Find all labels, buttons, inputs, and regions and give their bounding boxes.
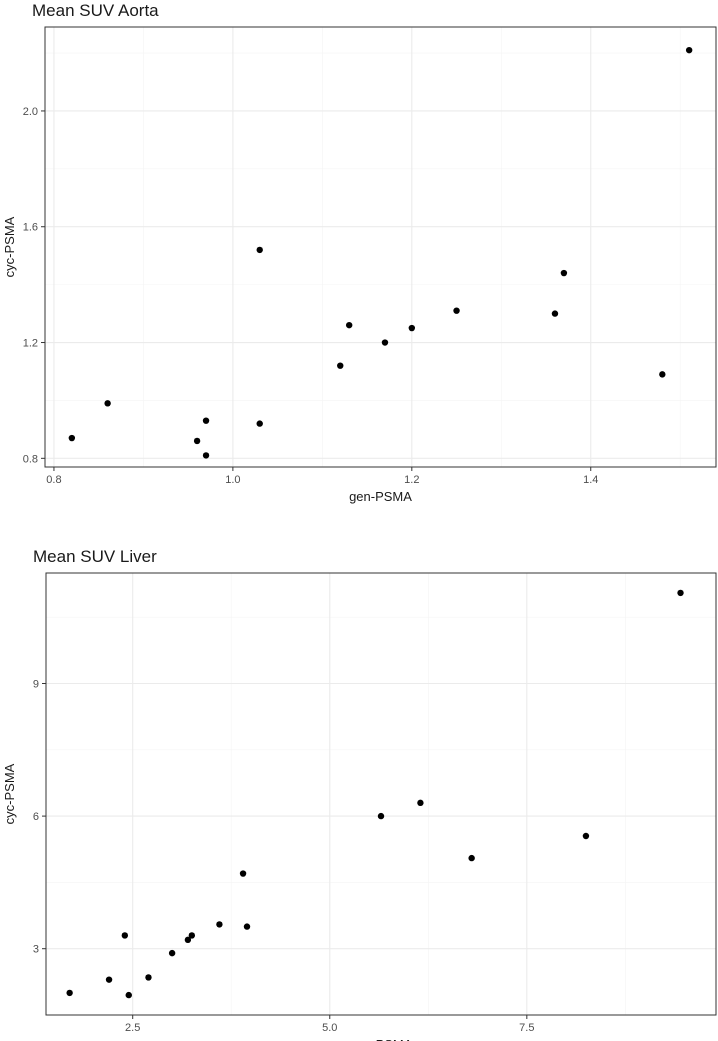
data-point — [256, 246, 263, 254]
x-tick-label: 5.0 — [322, 1022, 337, 1034]
data-point — [68, 434, 76, 442]
data-point — [659, 371, 666, 378]
data-point — [582, 832, 590, 840]
data-point — [145, 974, 152, 981]
data-point — [184, 936, 192, 944]
x-tick-label: 2.5 — [125, 1022, 140, 1034]
y-tick-label: 1.2 — [23, 338, 38, 350]
data-point — [104, 400, 111, 407]
x-tick-label: 1.4 — [583, 474, 598, 486]
data-point — [417, 799, 424, 807]
data-point — [193, 437, 201, 445]
data-point — [66, 989, 73, 997]
data-point — [188, 932, 196, 939]
x-axis-title: gen-PSMA — [349, 489, 412, 504]
scatter-plot-aorta: 0.8 1.0 1.2 1.4 0.8 1.2 1.6 2.0 Mean SUV Aorta ge… — [2, 1, 717, 504]
data-point — [685, 46, 693, 54]
plot-frame — [44, 26, 717, 468]
y-tick-label: 0.8 — [23, 453, 38, 465]
data-point — [216, 921, 223, 928]
data-point — [677, 589, 684, 597]
y-axis-title: cyc-PSMA — [2, 763, 17, 824]
data-point — [345, 321, 353, 329]
data-point — [551, 310, 559, 317]
data-point — [202, 417, 210, 424]
data-point — [381, 339, 389, 346]
y-axis-title: cyc-PSMA — [2, 216, 17, 277]
chart-title: Mean SUV Liver — [33, 547, 157, 566]
data-point — [256, 420, 263, 427]
y-tick-label: 1.6 — [23, 222, 38, 234]
data-point — [453, 307, 460, 314]
chart-mean-suv-liver: 2.5 5.0 7.5 3 6 9 Mean SUV Liver gen-PSMA cyc-PS… — [0, 520, 718, 1041]
y-tick-label: 3 — [33, 944, 39, 956]
chart-title: Mean SUV Aorta — [32, 1, 159, 20]
scatter-plot-liver: 2.5 5.0 7.5 3 6 9 Mean SUV Liver gen-PSMA cyc-PS… — [2, 547, 717, 1041]
y-tick-label: 9 — [33, 679, 39, 691]
data-point — [468, 854, 475, 862]
x-axis-title: gen-PSMA — [350, 1037, 413, 1041]
data-point — [408, 324, 416, 332]
data-point — [125, 991, 132, 999]
data-point — [202, 452, 210, 459]
data-point — [377, 812, 385, 820]
chart-mean-suv-aorta: 0.8 1.0 1.2 1.4 0.8 1.2 1.6 2.0 Mean SUV Aorta ge… — [0, 0, 718, 520]
plot-frame — [45, 572, 717, 1016]
data-point — [105, 976, 113, 983]
data-point — [337, 362, 344, 369]
data-point — [560, 269, 568, 277]
x-tick-label: 0.8 — [46, 474, 61, 486]
y-tick-label: 2.0 — [23, 106, 38, 118]
data-point — [168, 949, 176, 957]
x-tick-label: 7.5 — [519, 1022, 534, 1034]
data-point — [239, 870, 247, 877]
y-tick-label: 6 — [33, 811, 39, 823]
x-tick-label: 1.2 — [404, 474, 419, 486]
x-tick-label: 1.0 — [225, 474, 240, 486]
data-point — [121, 932, 129, 939]
data-point — [243, 923, 251, 930]
